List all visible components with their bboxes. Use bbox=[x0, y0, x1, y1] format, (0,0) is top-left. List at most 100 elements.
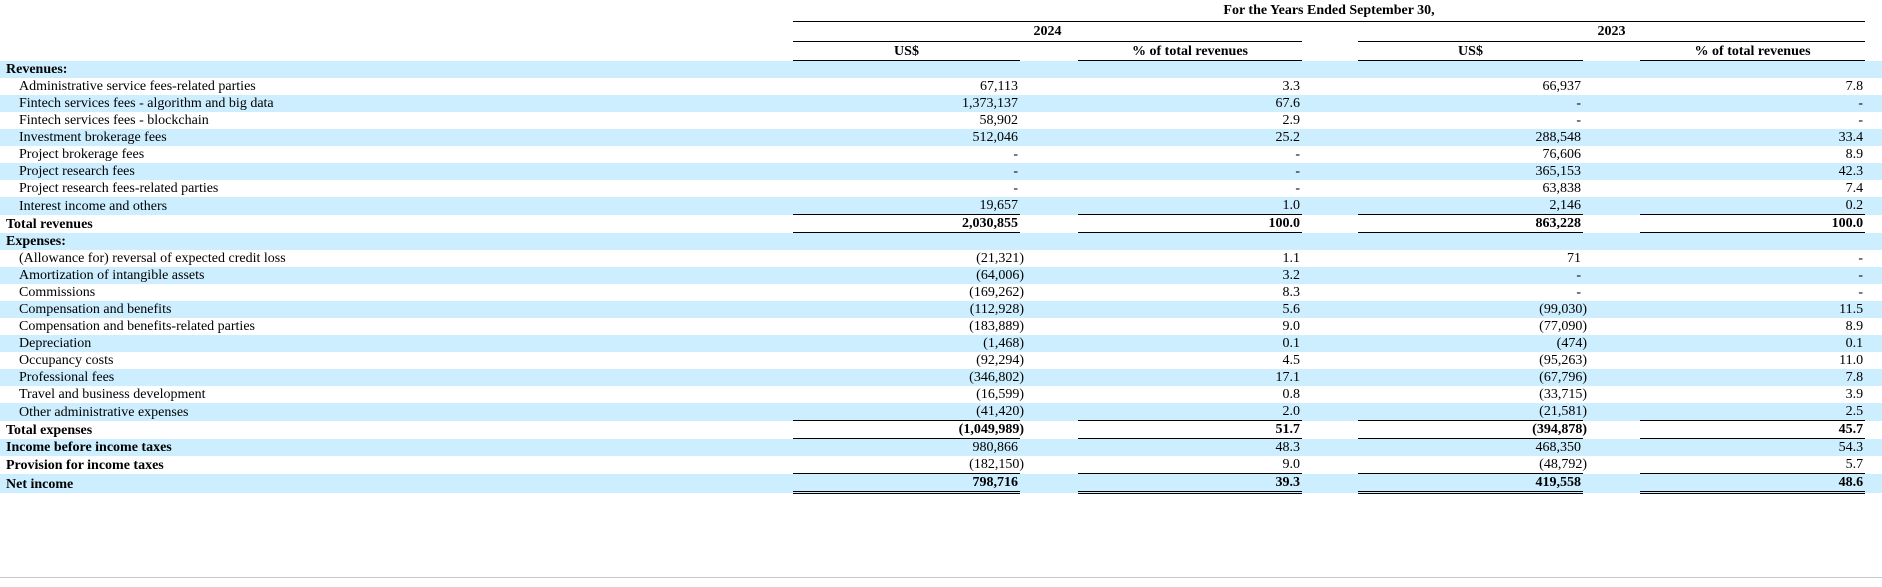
row-label: Total revenues bbox=[6, 216, 93, 232]
spacer-cell bbox=[1865, 60, 1882, 78]
cell-value: - bbox=[1295, 147, 1300, 162]
cell-value: 11.0 bbox=[1839, 353, 1864, 368]
spacer-cell bbox=[1020, 267, 1078, 284]
spacer-cell bbox=[1020, 78, 1078, 95]
spacer-cell bbox=[1302, 267, 1358, 284]
cell-2023-pct: 100.0 bbox=[1640, 214, 1866, 233]
cell-value: 9.0 bbox=[1282, 457, 1301, 472]
row-label: Net income bbox=[0, 473, 660, 493]
cell-2024-pct: 48.3 bbox=[1078, 438, 1302, 456]
spacer-cell bbox=[660, 438, 793, 456]
table-row: Project research fees-related parties - - 6… bbox=[0, 180, 1882, 197]
cell-2024-usd: 980,866 bbox=[793, 438, 1020, 456]
row-label: Project research fees-related parties bbox=[19, 181, 219, 196]
cell-2023-pct: - bbox=[1640, 112, 1865, 129]
row-label: Compensation and benefits bbox=[0, 301, 660, 318]
table-row: Total expenses (1,049,989) 51.7 (394,878) 45… bbox=[0, 420, 1882, 439]
spacer-cell bbox=[660, 301, 793, 318]
cell-value: - bbox=[1295, 181, 1300, 196]
spacer-cell bbox=[1020, 163, 1078, 180]
cell-value: 0.8 bbox=[1282, 387, 1301, 402]
cell-value: 3.9 bbox=[1845, 387, 1864, 402]
cell-value: 2.0 bbox=[1282, 404, 1301, 419]
col-header-usd-2023: US$ bbox=[1358, 41, 1583, 61]
cell-2024-usd: (346,802) bbox=[793, 369, 1024, 386]
cell-value: 3.2 bbox=[1282, 268, 1301, 283]
table-row: Investment brokerage fees 512,046 25.2 288,… bbox=[0, 129, 1882, 146]
cell-value: - bbox=[1858, 96, 1864, 111]
cell-value: 980,866 bbox=[972, 440, 1019, 455]
col-header-usd-2024: US$ bbox=[793, 41, 1020, 61]
spacer-cell bbox=[1583, 78, 1640, 95]
row-label: Amortization of intangible assets bbox=[0, 267, 660, 284]
cell-2023-pct bbox=[1640, 232, 1866, 250]
spacer-cell bbox=[1583, 301, 1640, 318]
spacer-cell bbox=[1302, 301, 1358, 318]
cell-value: - bbox=[1295, 164, 1300, 179]
cell-2024-usd: 58,902 bbox=[793, 112, 1020, 129]
spacer-cell bbox=[1302, 197, 1358, 215]
cell-2023-usd: (77,090) bbox=[1358, 318, 1587, 335]
cell-value: 798,716 bbox=[972, 475, 1019, 490]
cell-2024-usd: - bbox=[793, 163, 1020, 180]
spacer-cell bbox=[1020, 215, 1078, 233]
spacer-cell bbox=[1865, 232, 1882, 250]
spacer-cell bbox=[1020, 369, 1078, 386]
spacer-cell bbox=[1583, 284, 1640, 301]
cell-2024-pct: 39.3 bbox=[1078, 473, 1302, 494]
cell-value: 2.9 bbox=[1282, 113, 1301, 128]
spacer-cell bbox=[1583, 386, 1640, 403]
cell-value: (77,090) bbox=[1539, 319, 1587, 334]
cell-value: (346,802) bbox=[969, 370, 1024, 385]
cell-2024-pct: 2.9 bbox=[1078, 112, 1302, 129]
cell-value: 66,937 bbox=[1542, 79, 1582, 94]
cell-value: (41,420) bbox=[976, 404, 1024, 419]
cell-2023-usd bbox=[1358, 60, 1583, 78]
spacer-cell bbox=[1020, 318, 1078, 335]
cell-value: - bbox=[1013, 164, 1018, 179]
cell-2024-usd: 19,657 bbox=[793, 197, 1020, 215]
cell-2024-usd: - bbox=[793, 146, 1020, 163]
spacer-cell bbox=[1865, 456, 1882, 474]
spacer-cell bbox=[660, 95, 793, 112]
cell-2024-pct bbox=[1078, 60, 1302, 78]
cell-2023-usd: (95,263) bbox=[1358, 352, 1587, 369]
spacer-cell bbox=[1583, 352, 1640, 369]
spacer-cell bbox=[1302, 60, 1358, 78]
spacer-cell bbox=[1020, 232, 1078, 250]
row-label: Fintech services fees - algorithm and bi… bbox=[0, 95, 660, 112]
row-label: Other administrative expenses bbox=[0, 403, 660, 421]
table-row: Fintech services fees - algorithm and bi… bbox=[0, 95, 1882, 112]
spacer-cell bbox=[660, 403, 793, 421]
cell-value: (182,150) bbox=[969, 457, 1024, 472]
income-statement-table: For the Years Ended September 30, 2024 2… bbox=[0, 0, 1882, 494]
row-label: Fintech services fees - blockchain bbox=[19, 113, 209, 128]
spacer-cell bbox=[660, 335, 793, 352]
spacer-cell bbox=[1583, 369, 1640, 386]
header-spacer bbox=[660, 0, 793, 22]
cell-value: (92,294) bbox=[976, 353, 1024, 368]
cell-value: - bbox=[1576, 96, 1581, 111]
cell-2024-pct: 3.3 bbox=[1078, 78, 1302, 95]
cell-2023-pct: - bbox=[1640, 267, 1866, 284]
bottom-divider bbox=[0, 577, 1882, 578]
cell-2024-pct: - bbox=[1078, 180, 1302, 197]
spacer-cell bbox=[1020, 438, 1078, 456]
spacer-cell bbox=[1865, 335, 1882, 352]
cell-2024-pct: - bbox=[1078, 146, 1302, 163]
spacer-cell bbox=[1583, 335, 1640, 352]
cell-value: 365,153 bbox=[1535, 164, 1582, 179]
spacer-cell bbox=[1302, 250, 1358, 267]
cell-value: 100.0 bbox=[1831, 216, 1864, 231]
table-row: Income before income taxes 980,866 48.3 468… bbox=[0, 438, 1882, 456]
spacer-cell bbox=[1583, 215, 1640, 233]
cell-value: 1,373,137 bbox=[962, 96, 1018, 111]
cell-value: 7.8 bbox=[1845, 79, 1864, 94]
cell-value: 0.1 bbox=[1845, 336, 1864, 351]
cell-2024-pct: 8.3 bbox=[1078, 284, 1302, 301]
spacer-cell bbox=[1865, 352, 1882, 369]
spacer-cell bbox=[1583, 456, 1640, 474]
cell-2023-usd: 365,153 bbox=[1358, 163, 1583, 180]
cell-value: (99,030) bbox=[1539, 302, 1587, 317]
row-label: Provision for income taxes bbox=[6, 457, 164, 473]
